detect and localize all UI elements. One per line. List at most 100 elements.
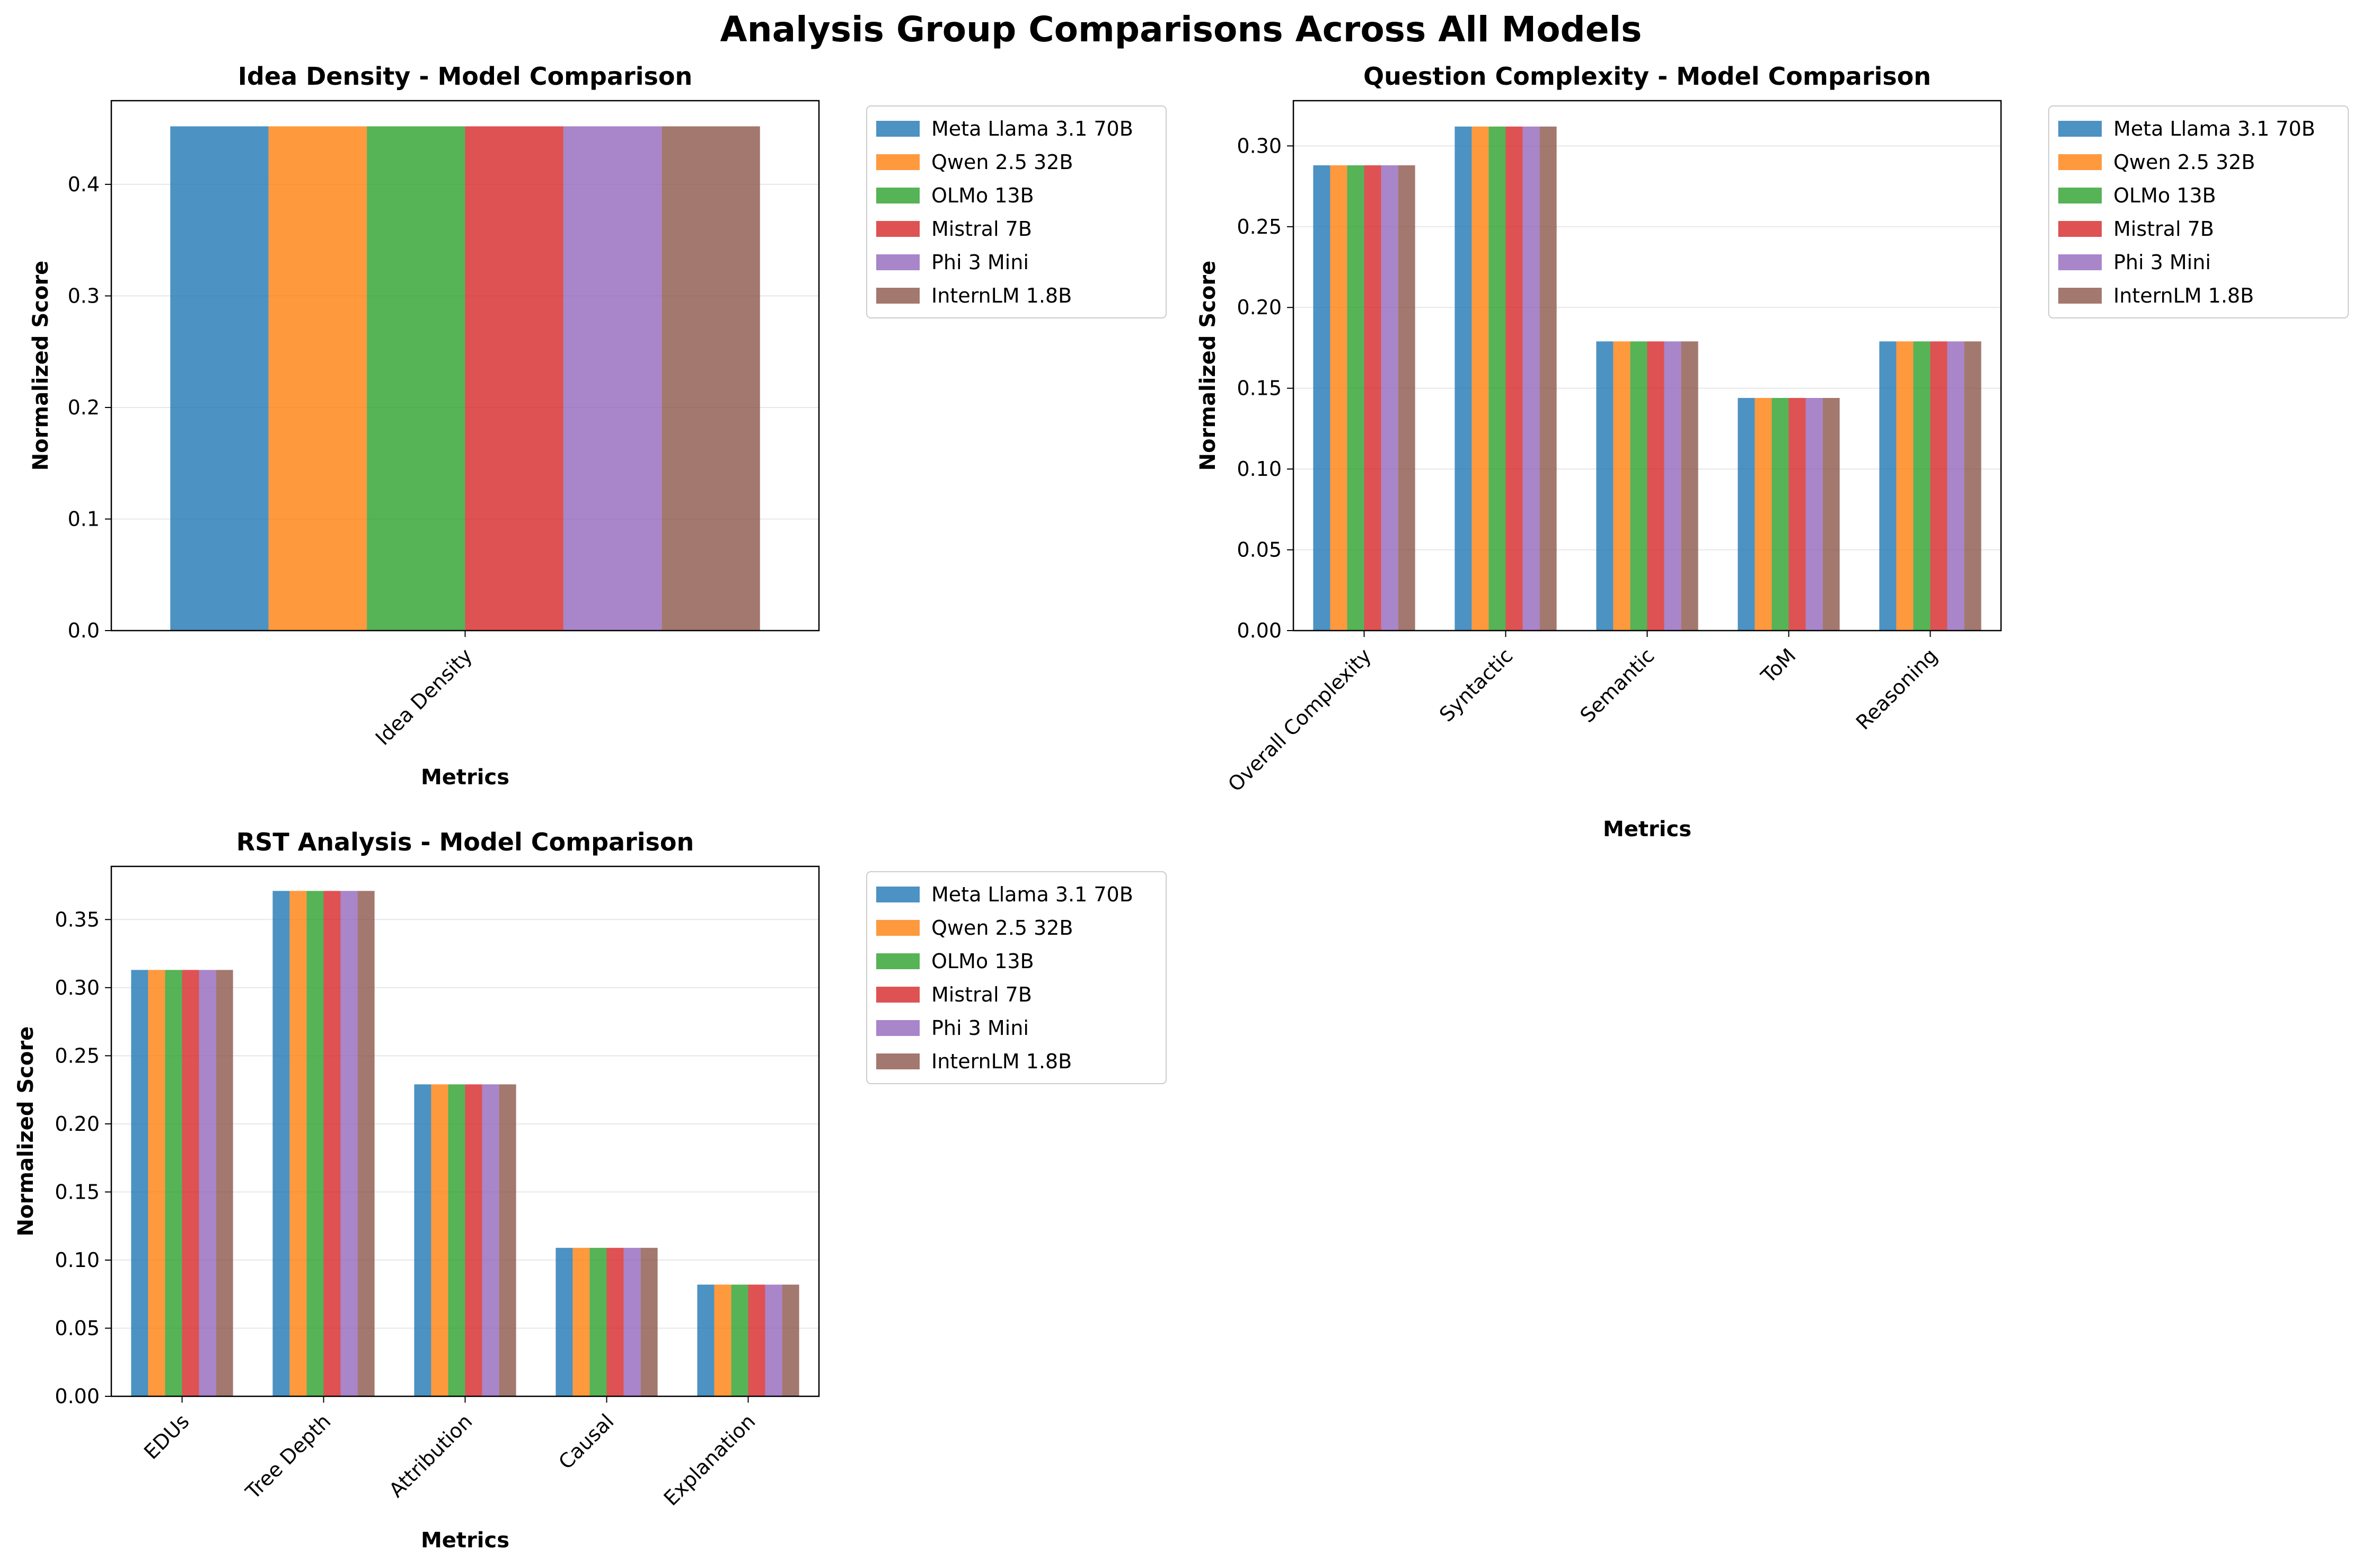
legend-swatch [2058,288,2102,304]
bar [782,1284,799,1396]
legend-label: Meta Llama 3.1 70B [2113,117,2315,140]
bar [465,1084,482,1396]
bar [1539,126,1557,631]
bar [1805,397,1823,631]
legend-frame [866,105,1167,318]
axes-title: RST Analysis - Model Comparison [236,828,694,856]
bar [272,891,290,1396]
x-tick-label: Reasoning [1852,644,1942,734]
axes-title: Idea Density - Model Comparison [238,62,692,91]
x-tick-label: Semantic [1575,644,1659,727]
legend-swatch [2058,221,2102,237]
bar [1755,397,1772,631]
x-tick-label: Causal [554,1410,618,1474]
bar [563,126,662,631]
bar [1913,341,1931,631]
bar [1681,341,1698,631]
legend-swatch [2058,121,2102,137]
bar [589,1247,607,1396]
legend-frame [866,871,1167,1084]
y-tick-label: 0.10 [55,1248,100,1272]
y-tick-label: 0.3 [68,284,100,307]
y-tick-label: 0.30 [55,976,100,999]
bar [1364,165,1381,631]
panel-2: 0.00 0.05 0.10 0.15 0.20 0.25 0.30 Overall Comp… [1196,62,2349,841]
y-tick-label: 0.2 [68,396,100,419]
bar [1647,341,1664,631]
legend-swatch [876,920,920,936]
x-tick-label: Tree Depth [241,1410,335,1504]
bar [606,1247,624,1396]
legend: Meta Llama 3.1 70B Qwen 2.5 32B OLMo 13B Mi… [866,105,1167,318]
y-tick-label: 0.20 [1237,296,1282,319]
y-tick-label: 0.05 [1237,538,1282,562]
bar [431,1084,448,1396]
bar [289,891,307,1396]
legend-label: Meta Llama 3.1 70B [931,883,1133,906]
legend-swatch [876,1053,920,1069]
bar [1398,165,1415,631]
x-axis-label: Metrics [1603,817,1691,841]
legend-swatch [876,254,920,270]
bar [556,1247,573,1396]
legend-label: OLMo 13B [931,950,1034,973]
legend-swatch [876,188,920,203]
y-axis-label: Normalized Score [29,261,53,471]
legend-swatch [2058,154,2102,170]
legend-swatch [876,288,920,304]
y-tick-label: 0.20 [55,1112,100,1136]
legend-label: Mistral 7B [931,217,1032,241]
panel-3: 0.00 0.05 0.10 0.15 0.20 0.25 0.30 0.35 EDUs Tree… [14,828,1167,1553]
legend-label: InternLM 1.8B [931,284,1072,307]
x-tick-label: Syntactic [1435,644,1518,727]
y-tick-label: 0.25 [55,1044,100,1067]
legend-label: Qwen 2.5 32B [931,150,1073,174]
bar [1630,341,1647,631]
legend-label: Phi 3 Mini [931,1016,1029,1040]
legend-label: Mistral 7B [931,983,1032,1006]
bar [1330,165,1347,631]
legend-swatch [876,987,920,1003]
bar [499,1084,516,1396]
bar [1947,341,1964,631]
bar [357,891,375,1396]
bar [170,126,269,631]
bar [1488,126,1506,631]
legend: Meta Llama 3.1 70B Qwen 2.5 32B OLMo 13B Mi… [2048,105,2349,318]
bar [465,126,563,631]
bar [714,1284,731,1396]
legend-label: Qwen 2.5 32B [2113,150,2255,174]
bar [572,1247,590,1396]
bar [340,891,358,1396]
bar [1879,341,1897,631]
bar [623,1247,641,1396]
legend-swatch [876,953,920,969]
bar [1347,165,1364,631]
legend-label: Meta Llama 3.1 70B [931,117,1133,140]
legend-swatch [2058,254,2102,270]
bar [1381,165,1398,631]
y-tick-label: 0.4 [68,173,100,196]
legend-label: Phi 3 Mini [931,251,1029,274]
x-tick-label: EDUs [139,1410,193,1464]
bar [165,970,182,1396]
x-tick-label: Overall Complexity [1223,644,1376,796]
bar [367,126,465,631]
y-tick-label: 0.15 [55,1180,100,1203]
bar [1505,126,1523,631]
y-tick-label: 0.10 [1237,457,1282,481]
bar [131,970,148,1396]
legend-swatch [876,121,920,137]
bar [1455,126,1472,631]
legend-label: InternLM 1.8B [931,1050,1072,1073]
bar [765,1284,782,1396]
y-tick-label: 0.00 [1237,619,1282,642]
y-tick-label: 0.05 [55,1316,100,1340]
bar [182,970,199,1396]
y-tick-label: 0.35 [55,908,100,931]
bar [414,1084,431,1396]
bar [1930,341,1947,631]
bar [1788,397,1806,631]
legend-label: InternLM 1.8B [2113,284,2254,307]
legend-frame [2048,105,2349,318]
